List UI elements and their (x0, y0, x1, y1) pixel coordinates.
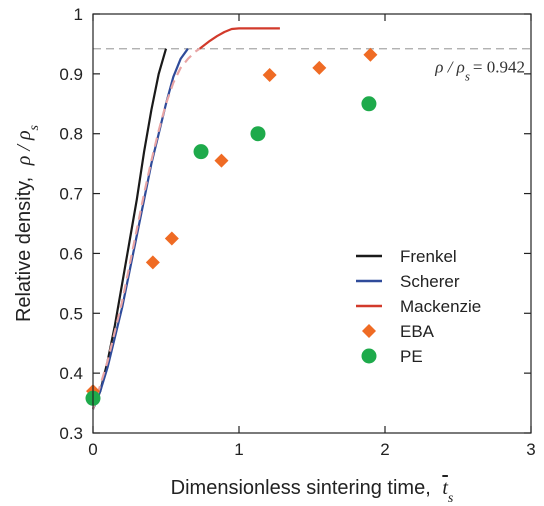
plot-frame (92, 13, 532, 434)
x-tick-label: 2 (380, 440, 389, 459)
x-tick-label: 0 (88, 440, 97, 459)
frenkel-line (91, 48, 168, 410)
pe-point (193, 144, 209, 160)
ticks: 0 1 2 3 0.3 0.4 0.5 0.6 0.7 0.8 0.9 1 (59, 5, 535, 459)
x-axis-title-text: Dimensionless sintering time, (171, 477, 431, 499)
legend-swatch-pe (361, 348, 377, 364)
y-axis-title-symbol: ρ / ρ (13, 130, 35, 166)
legend-label-mackenzie: Mackenzie (400, 297, 481, 316)
x-tick-label: 3 (526, 440, 535, 459)
pe-point (250, 126, 266, 142)
y-tick-label: 0.4 (59, 364, 83, 383)
legend-label-eba: EBA (400, 322, 435, 341)
mackenzie-dashed-line (91, 47, 201, 410)
x-axis-title-subscript: s (448, 491, 454, 506)
scherer-line (91, 48, 189, 410)
reference-annotation-subscript: s (465, 68, 470, 83)
y-axis-title-text: Relative density, (13, 177, 35, 322)
legend-label-scherer: Scherer (400, 272, 460, 291)
reference-annotation-symbol: ρ / ρ (434, 58, 465, 77)
eba-point (312, 60, 327, 75)
y-tick-label: 0.6 (59, 244, 83, 263)
eba-point (145, 255, 160, 270)
y-tick-label: 0.5 (59, 304, 83, 323)
y-tick-label: 1 (74, 5, 83, 24)
eba-point (262, 68, 277, 83)
reference-line-annotation: ρ / ρs = 0.942 (434, 58, 525, 84)
x-axis-title-symbol: t (442, 477, 448, 499)
legend-label-pe: PE (400, 347, 423, 366)
y-axis-title: Relative density, ρ / ρs (13, 124, 42, 322)
y-tick-label: 0.7 (59, 185, 83, 204)
eba-point (164, 231, 179, 246)
legend-swatch-eba (362, 324, 376, 338)
legend-label-frenkel: Frenkel (400, 247, 457, 266)
y-axis-title-subscript: s (27, 124, 42, 130)
legend: Frenkel Scherer Mackenzie EBA PE (356, 247, 481, 366)
pe-point (361, 96, 377, 112)
y-tick-label: 0.3 (59, 424, 83, 443)
y-tick-label: 0.8 (59, 125, 83, 144)
mackenzie-line (198, 27, 280, 50)
plot-content (85, 27, 531, 410)
x-axis-title: Dimensionless sintering time, ts (171, 477, 454, 506)
reference-annotation-value: = 0.942 (473, 58, 525, 77)
eba-point (214, 153, 229, 168)
y-tick-label: 0.9 (59, 65, 83, 84)
x-tick-label: 1 (234, 440, 243, 459)
eba-point (363, 47, 378, 62)
